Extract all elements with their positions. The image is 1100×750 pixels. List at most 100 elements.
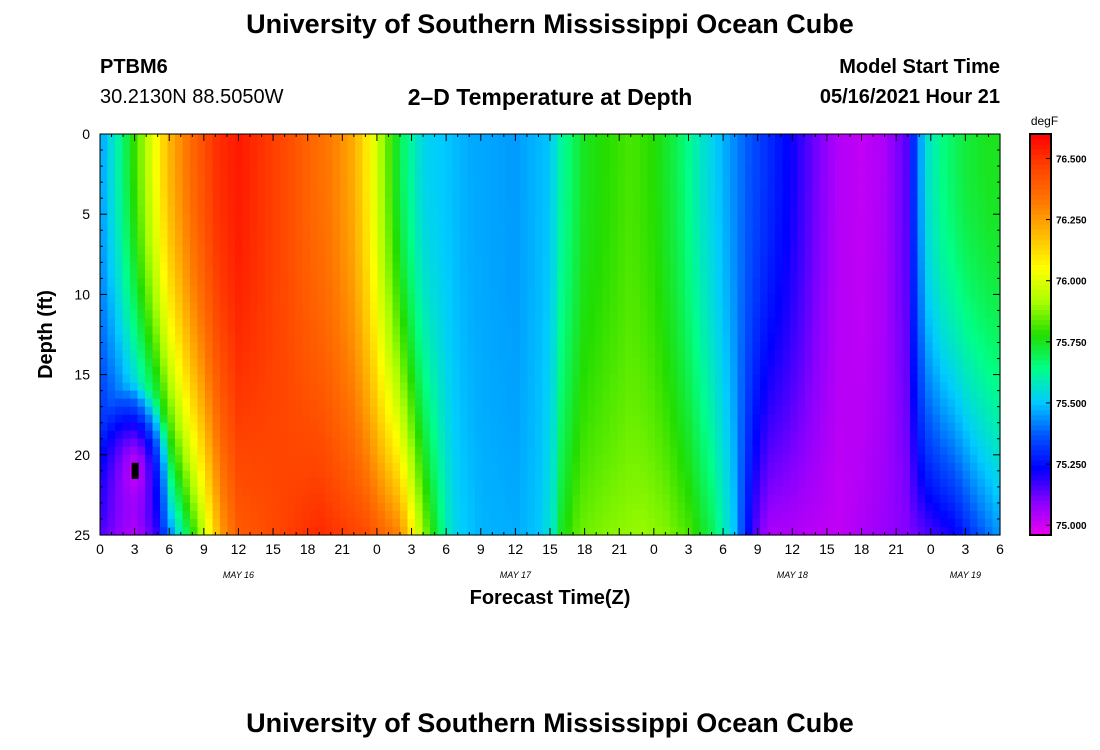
heatmap-cell xyxy=(220,190,229,199)
heatmap-cell xyxy=(962,246,971,255)
heatmap-cell xyxy=(632,302,641,312)
heatmap-cell xyxy=(752,318,761,328)
heatmap-cell xyxy=(970,142,979,151)
heatmap-cell xyxy=(805,206,814,215)
heatmap-cell xyxy=(602,358,611,368)
heatmap-cell xyxy=(527,430,536,440)
heatmap-cell xyxy=(917,294,926,304)
heatmap-cell xyxy=(970,310,979,320)
heatmap-cell xyxy=(535,358,544,368)
heatmap-cell xyxy=(887,206,896,215)
heatmap-cell xyxy=(760,454,769,464)
heatmap-cell xyxy=(677,382,686,392)
heatmap-cell xyxy=(842,214,851,223)
heatmap-cell xyxy=(782,246,791,255)
heatmap-cell xyxy=(542,254,551,263)
heatmap-cell xyxy=(835,446,844,456)
heatmap-cell xyxy=(782,438,791,448)
heatmap-cell xyxy=(137,390,146,400)
heatmap-cell xyxy=(572,462,581,472)
heatmap-cell xyxy=(347,182,356,191)
heatmap-cell xyxy=(122,342,131,352)
heatmap-cell xyxy=(557,246,566,255)
heatmap-cell xyxy=(977,206,986,215)
heatmap-cell xyxy=(767,342,776,352)
heatmap-cell xyxy=(550,294,559,304)
heatmap-cell xyxy=(565,414,574,424)
heatmap-cell xyxy=(685,342,694,352)
heatmap-cell xyxy=(220,182,229,191)
heatmap-cell xyxy=(557,350,566,360)
heatmap-cell xyxy=(632,166,641,175)
heatmap-cell xyxy=(557,414,566,424)
heatmap-cell xyxy=(767,286,776,295)
heatmap-cell xyxy=(715,350,724,360)
heatmap-cell xyxy=(212,390,221,400)
heatmap-cell xyxy=(302,262,311,271)
heatmap-cell xyxy=(137,302,146,312)
heatmap-cell xyxy=(902,198,911,207)
heatmap-cell xyxy=(872,158,881,167)
heatmap-cell xyxy=(925,158,934,167)
heatmap-cell xyxy=(542,142,551,151)
heatmap-cell xyxy=(835,438,844,448)
heatmap-cell xyxy=(550,302,559,312)
heatmap-cell xyxy=(437,350,446,360)
heatmap-cell xyxy=(370,166,379,175)
heatmap-cell xyxy=(280,366,289,376)
heatmap-cell xyxy=(647,254,656,263)
heatmap-cell xyxy=(347,142,356,151)
heatmap-cell xyxy=(265,222,274,231)
heatmap-cell xyxy=(415,414,424,424)
heatmap-cell xyxy=(310,134,319,143)
heatmap-cell xyxy=(685,238,694,247)
heatmap-cell xyxy=(872,446,881,456)
heatmap-cell xyxy=(280,278,289,287)
heatmap-cell xyxy=(227,358,236,368)
heatmap-cell xyxy=(842,310,851,320)
heatmap-cell xyxy=(407,246,416,255)
heatmap-cell xyxy=(865,430,874,440)
heatmap-cell xyxy=(520,430,529,440)
model-start-value: 05/16/2021 Hour 21 xyxy=(819,86,1000,108)
heatmap-cell xyxy=(257,422,266,432)
heatmap-cell xyxy=(250,334,259,344)
heatmap-cell xyxy=(325,206,334,215)
heatmap-cell xyxy=(445,358,454,368)
heatmap-cell xyxy=(175,446,184,456)
heatmap-cell xyxy=(745,270,754,279)
heatmap-cell xyxy=(572,302,581,312)
heatmap-cell xyxy=(947,134,956,143)
heatmap-cell xyxy=(910,294,919,304)
heatmap-cell xyxy=(617,190,626,199)
heatmap-cell xyxy=(925,254,934,263)
heatmap-cell xyxy=(332,446,341,456)
heatmap-cell xyxy=(940,342,949,352)
heatmap-cell xyxy=(670,198,679,207)
heatmap-cell xyxy=(145,198,154,207)
heatmap-cell xyxy=(212,454,221,464)
heatmap-cell xyxy=(617,174,626,183)
heatmap-cell xyxy=(505,382,514,392)
heatmap-cell xyxy=(460,366,469,376)
heatmap-cell xyxy=(407,366,416,376)
heatmap-cell xyxy=(347,422,356,432)
heatmap-cell xyxy=(437,454,446,464)
heatmap-cell xyxy=(302,198,311,207)
heatmap-cell xyxy=(992,134,1001,143)
heatmap-cell xyxy=(617,334,626,344)
heatmap-cell xyxy=(107,254,116,263)
heatmap-cell xyxy=(610,190,619,199)
heatmap-cell xyxy=(265,254,274,263)
heatmap-cell xyxy=(122,270,131,279)
heatmap-cell xyxy=(317,166,326,175)
heatmap-cell xyxy=(850,190,859,199)
heatmap-cell xyxy=(850,438,859,448)
heatmap-cell xyxy=(227,238,236,247)
heatmap-cell xyxy=(722,318,731,328)
heatmap-cell xyxy=(220,134,229,143)
heatmap-cell xyxy=(632,214,641,223)
heatmap-cell xyxy=(572,142,581,151)
heatmap-cell xyxy=(857,454,866,464)
heatmap-cell xyxy=(175,286,184,295)
